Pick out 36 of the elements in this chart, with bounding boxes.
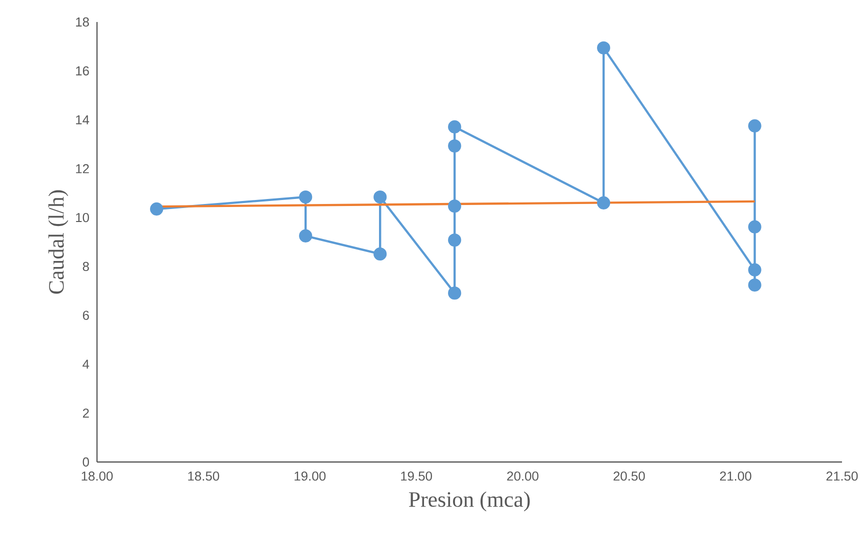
point [448,139,462,153]
y-tick-label: 2 [82,408,89,418]
point [448,120,462,134]
x-tick-label: 19.50 [401,471,432,481]
point [597,41,610,54]
point [748,263,762,276]
x-tick-label: 21.50 [826,471,858,481]
point [748,220,762,234]
point [448,233,462,247]
point [299,229,312,242]
x-tick-label: 18.00 [82,471,113,481]
y-tick-label: 0 [82,457,89,467]
point [748,278,762,292]
point [748,119,762,132]
y-tick-label: 14 [76,115,90,124]
x-tick-label: 21.00 [720,471,752,481]
x-tick-label: 20.00 [507,471,538,481]
point [299,190,312,204]
x-tick-label: 20.50 [614,471,645,481]
point [448,286,462,300]
y-tick-label: 4 [82,360,90,369]
y-tick-label: 18 [76,17,89,27]
x-tick-label: 18.50 [188,471,220,481]
y-tick-label: 16 [76,66,89,76]
point [374,190,387,204]
y-tick-label: 6 [82,310,89,320]
point [150,202,164,216]
y-tick-label: 10 [76,212,89,222]
x-tick-label: 19.00 [294,471,326,481]
point [374,247,387,261]
point [448,199,462,213]
y-tick-label: 12 [76,164,89,174]
y-axis-title: Caudal (l/h) [48,190,68,294]
x-axis-title: Presion (mca) [408,491,530,512]
point [597,196,610,210]
y-tick-label: 8 [82,262,89,272]
